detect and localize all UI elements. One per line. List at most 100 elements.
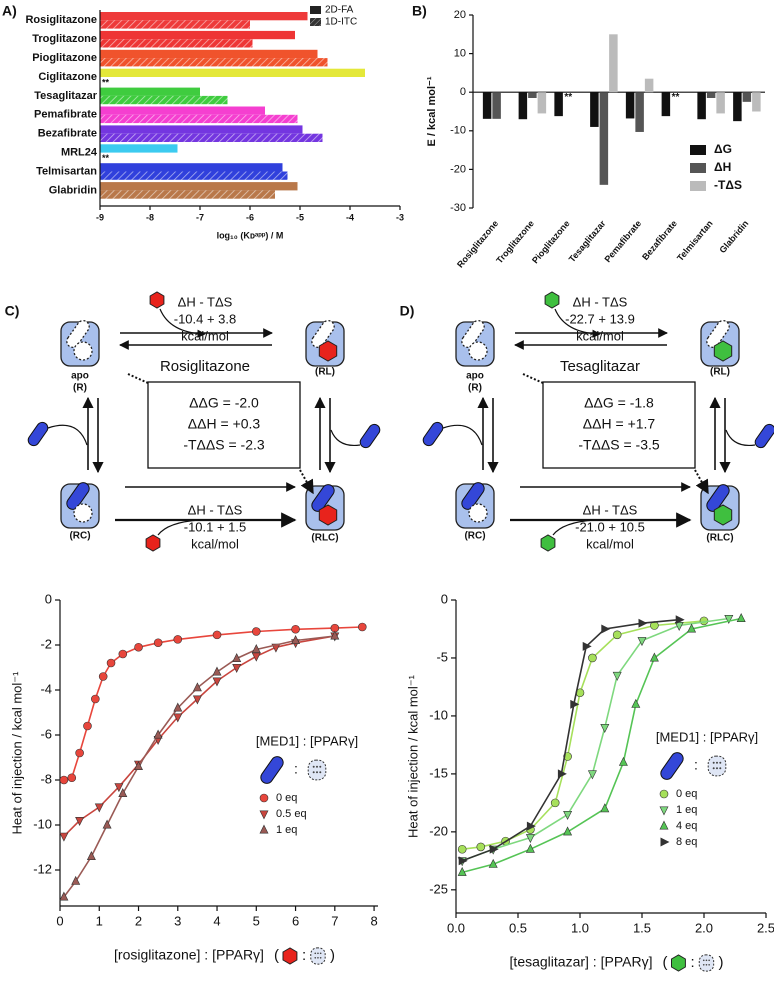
bar <box>697 92 706 120</box>
arrow <box>694 469 709 495</box>
x-tick-label: 5 <box>253 913 260 928</box>
data-point <box>67 773 77 783</box>
y-tick-label: -20 <box>429 823 448 838</box>
data-point <box>612 671 622 681</box>
data-point <box>525 834 535 844</box>
x-tick-label: 8 <box>370 913 377 928</box>
fit-line <box>63 626 363 781</box>
ligand-icon <box>145 534 161 552</box>
data-point <box>83 721 92 731</box>
data-point <box>724 614 734 624</box>
x-tick-label: Glabridin <box>717 218 750 255</box>
bar <box>635 92 644 132</box>
bar <box>100 144 178 153</box>
arrow <box>299 469 314 495</box>
data-point <box>587 770 597 780</box>
x-tick-label: -3 <box>396 212 404 222</box>
data-point <box>91 694 100 704</box>
bar <box>100 163 283 172</box>
protein-icon <box>307 759 327 781</box>
x-axis-title-icon-text: : <box>690 954 694 971</box>
x-tick-label: 0.0 <box>447 920 465 935</box>
bar <box>100 30 295 40</box>
y-tick-label: -12 <box>33 861 52 876</box>
legend-label: ΔG <box>714 142 732 156</box>
x-axis-title-icon-text: ) <box>718 954 723 971</box>
x-tick-label: 6 <box>292 913 299 928</box>
legend-title: [MED1] : [PPARγ] <box>656 729 758 744</box>
category-label: Ciglitazone <box>38 71 97 83</box>
data-point <box>212 666 222 676</box>
states: (RLC) <box>706 533 733 544</box>
bar <box>100 58 328 67</box>
x-tick-label: 2 <box>135 913 142 928</box>
panel: D) <box>400 303 415 319</box>
bar <box>644 78 654 93</box>
data-point <box>98 672 108 681</box>
protein-dot <box>319 765 322 768</box>
protein-dot <box>314 952 317 955</box>
data-point <box>563 826 573 836</box>
bar <box>742 92 752 102</box>
med1-icon <box>66 482 90 510</box>
protein-icon <box>698 954 715 972</box>
bar <box>752 92 761 112</box>
y-tick-label: 0 <box>45 591 52 606</box>
bar <box>518 92 528 120</box>
curved-arrow <box>330 429 361 447</box>
ligand-icon <box>713 340 733 362</box>
ligand-icon <box>282 947 298 965</box>
data-point <box>600 723 610 733</box>
data-point <box>637 637 647 647</box>
data-point <box>71 875 81 885</box>
x-tick-label: 1.0 <box>571 920 589 935</box>
ligand-icon <box>671 954 686 972</box>
bar <box>100 87 200 96</box>
bar <box>492 92 501 119</box>
y-tick-label: -20 <box>450 163 466 175</box>
protein-dot <box>705 959 708 962</box>
data-point <box>638 618 648 628</box>
category-label: MRL24 <box>61 147 98 159</box>
x-tick-label: 4 <box>213 913 220 928</box>
ligand: Tesaglitazar <box>560 358 640 375</box>
x-tick-label: Pioglitazone <box>530 218 572 265</box>
data-point <box>457 844 467 854</box>
legend-label: 2D-FA <box>325 5 354 16</box>
apo: apo <box>71 371 89 382</box>
y-tick-label: 10 <box>454 48 466 60</box>
data-point <box>330 630 340 640</box>
bottom-energy: kcal/mol <box>191 536 239 551</box>
info-box <box>542 381 696 469</box>
protein-icon <box>707 755 727 777</box>
legend-label: ΔH <box>714 160 731 174</box>
y-tick-label: -6 <box>40 726 52 741</box>
ligand-icon <box>540 534 556 552</box>
med1-icon <box>706 484 730 512</box>
protein-dot <box>705 963 708 966</box>
y-tick-label: -30 <box>450 202 466 214</box>
states: (R) <box>468 383 482 394</box>
curved-arrow <box>47 424 88 446</box>
top-energy: kcal/mol <box>576 328 624 343</box>
legend-label: 1D-ITC <box>325 17 357 28</box>
data-point <box>251 644 261 654</box>
legend-label: 0.5 eq <box>276 808 307 820</box>
x-tick-label: 3 <box>174 913 181 928</box>
legend-swatch <box>690 145 706 155</box>
x-axis-title-icon-text: ( <box>662 954 667 971</box>
data-point <box>550 798 560 808</box>
data-point <box>118 649 128 659</box>
curved-arrow <box>552 519 596 536</box>
x-tick-label: Rosiglitazone <box>455 218 500 269</box>
x-tick-label: 7 <box>331 913 338 928</box>
x-axis-title: [rosiglitazone] : [PPARγ] <box>114 947 264 963</box>
med1-icon <box>359 423 381 449</box>
coactivator-site <box>311 319 335 349</box>
med1-icon <box>660 752 684 780</box>
coactivator-site <box>461 319 485 349</box>
data-point <box>173 713 183 723</box>
legend-marker <box>659 806 669 816</box>
legend-icon-text: : <box>694 757 698 773</box>
data-point <box>75 816 85 826</box>
